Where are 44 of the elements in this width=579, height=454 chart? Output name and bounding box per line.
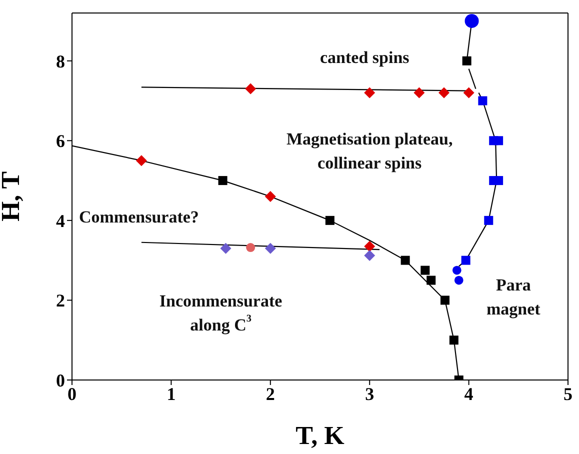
annotation: canted spins [320,48,410,67]
x-tick-label: 5 [564,384,572,404]
x-tick-label: 4 [464,384,474,404]
point [494,176,504,186]
y-tick-label: 0 [56,370,65,390]
annotation: Commensurate? [79,206,199,226]
point [484,216,494,225]
y-tick-label: 2 [56,290,65,311]
point [478,96,488,106]
point [426,276,436,285]
point [494,136,504,146]
annotation: Para magnet [486,275,541,318]
point [462,56,472,66]
point [420,266,430,275]
x-axis-title: T, K [296,421,346,450]
point [454,276,464,285]
annotation: Magnetisation plateau, collinear spins [286,129,453,172]
point [400,256,410,265]
x-tick-label: 1 [166,384,176,404]
point [438,87,450,98]
point [463,87,474,98]
point [414,87,425,98]
x-tick-label: 3 [365,384,374,404]
point [364,250,376,262]
x-tick-label: 2 [266,384,275,404]
y-tick-label: 4 [56,210,65,231]
point [461,256,470,265]
point [449,336,458,345]
point [218,176,228,186]
point [440,296,450,305]
point [136,155,147,166]
point [452,266,462,275]
point [246,243,256,252]
point [325,216,334,225]
point [264,242,276,254]
point [245,83,256,94]
point [364,240,376,252]
y-tick-label: 8 [56,51,65,72]
point [220,242,232,254]
point [364,87,376,98]
annotation: Incommensurate along C$^{3}$ [159,290,283,334]
point [264,191,276,202]
y-tick-label: 6 [56,131,65,152]
y-axis-title: H, T [0,171,26,222]
